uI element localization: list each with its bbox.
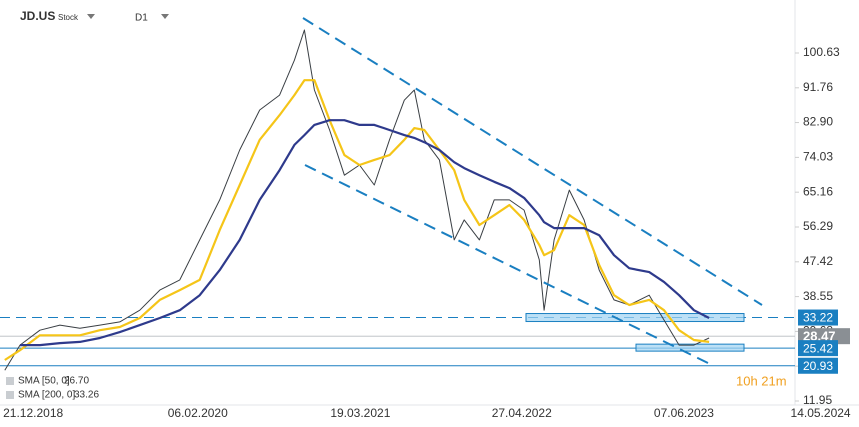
level-label: 28.47 — [803, 329, 836, 344]
x-tick-label: 27.04.2022 — [492, 406, 552, 420]
legend-value: 33.26 — [74, 390, 99, 401]
trend-line — [302, 17, 763, 306]
legend-value: 26.70 — [64, 376, 89, 387]
dropdown-arrow[interactable] — [161, 14, 169, 19]
x-tick-label: 07.06.2023 — [654, 406, 714, 420]
level-label: 33.22 — [803, 311, 833, 325]
legend-icon — [6, 391, 14, 399]
y-tick-label: 38.55 — [803, 289, 833, 303]
level-label-box — [798, 340, 838, 357]
plot — [0, 29, 795, 371]
y-tick-label: 82.90 — [803, 115, 833, 129]
symbol[interactable]: JD.US — [20, 9, 55, 23]
y-tick-label: 100.63 — [803, 45, 840, 59]
countdown: 10h 21m — [736, 373, 787, 388]
legend-name: SMA [50, 0] — [18, 376, 70, 387]
dropdown-arrow[interactable] — [87, 14, 95, 19]
kind: Stock — [58, 13, 79, 22]
x-tick-label: 14.05.2024 — [791, 406, 851, 420]
x-tick-label: 21.12.2018 — [3, 406, 63, 420]
legend-name: SMA [200, 0] — [18, 390, 75, 401]
level-label: 25.42 — [803, 341, 833, 355]
x-tick-label: 19.03.2021 — [330, 406, 390, 420]
y-tick-label: 11.95 — [803, 393, 832, 407]
y-tick-label: 56.29 — [803, 219, 833, 233]
interval[interactable]: D1 — [135, 13, 148, 24]
x-tick-label: 06.02.2020 — [168, 406, 228, 420]
sma-line — [20, 119, 710, 347]
zone — [635, 343, 745, 352]
y-tick-label: 91.76 — [803, 80, 833, 94]
level-label: 20.93 — [803, 359, 833, 373]
y-tick-label: 74.03 — [803, 150, 833, 164]
zone — [525, 313, 745, 323]
level-label-box — [798, 357, 838, 374]
y-tick-label: 65.16 — [803, 184, 833, 198]
sma-line — [4, 79, 710, 361]
y-tick-label: 47.42 — [803, 254, 833, 268]
legend-icon — [6, 377, 14, 385]
level-label-box — [798, 309, 838, 326]
